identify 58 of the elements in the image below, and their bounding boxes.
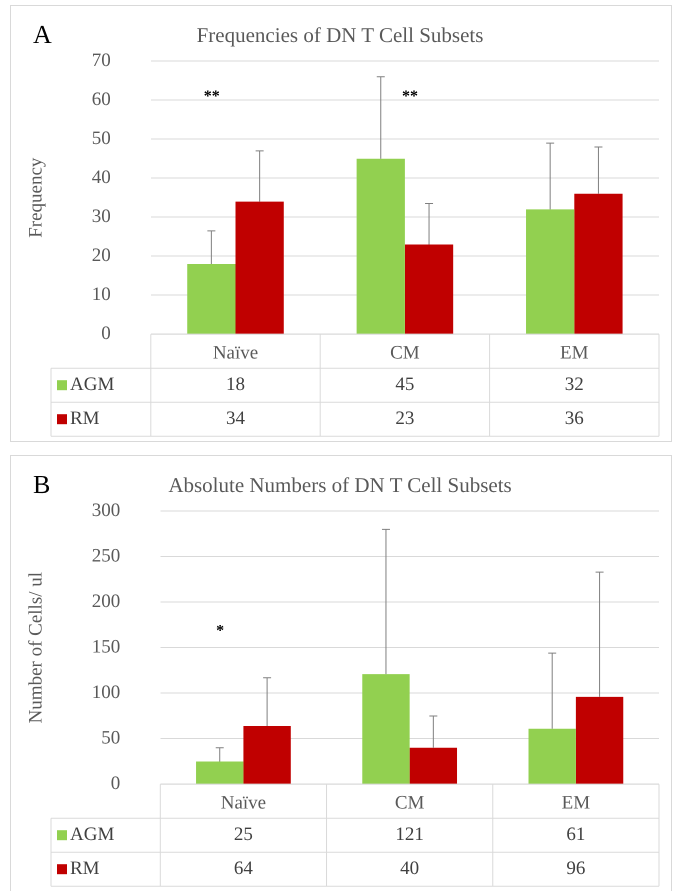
bar bbox=[404, 244, 454, 334]
data-label: 64 bbox=[234, 858, 254, 880]
annotation: ** bbox=[402, 88, 418, 105]
y-axis-title: Number of Cells/ ul bbox=[25, 572, 46, 724]
text: A bbox=[33, 20, 52, 49]
y-tick-label: 50 bbox=[101, 728, 120, 749]
chart-title: Frequencies of DN T Cell Subsets bbox=[196, 23, 484, 48]
data-label: 40 bbox=[400, 858, 420, 880]
x-tick-label: CM bbox=[390, 342, 420, 364]
y-tick-label: 10 bbox=[92, 284, 111, 306]
bar bbox=[576, 696, 624, 784]
bar bbox=[574, 194, 623, 334]
text: B bbox=[33, 470, 50, 499]
bar bbox=[526, 209, 574, 334]
bar bbox=[196, 761, 244, 784]
chart-title: Absolute Numbers of DN T Cell Subsets bbox=[168, 473, 512, 498]
y-tick-label: 70 bbox=[92, 50, 111, 72]
data-label: 34 bbox=[226, 408, 246, 430]
legend-label: AGM bbox=[70, 374, 114, 396]
data-label: 23 bbox=[395, 408, 414, 430]
y-tick-label: 100 bbox=[92, 682, 120, 704]
bar bbox=[236, 202, 284, 334]
data-label: 61 bbox=[566, 824, 586, 846]
bar bbox=[362, 674, 410, 784]
data-label: 18 bbox=[226, 374, 245, 396]
y-tick-label: 200 bbox=[92, 591, 120, 612]
data-label: 45 bbox=[395, 374, 414, 396]
y-tick-label: 30 bbox=[92, 206, 111, 228]
legend-label: RM bbox=[70, 858, 100, 880]
x-tick-label: Naïve bbox=[212, 342, 258, 364]
y-tick-label: 250 bbox=[92, 546, 120, 567]
x-tick-label: Naïve bbox=[220, 792, 266, 814]
x-tick-label: EM bbox=[562, 792, 590, 814]
data-label: 36 bbox=[564, 408, 584, 430]
y-tick-label: 40 bbox=[92, 167, 111, 188]
y-tick-label: 0 bbox=[110, 773, 120, 794]
annotation: * bbox=[216, 622, 224, 640]
y-tick-label: 300 bbox=[92, 500, 120, 522]
y-tick-label: 60 bbox=[92, 89, 111, 110]
x-tick-label: EM bbox=[560, 342, 589, 364]
data-label: 121 bbox=[395, 824, 424, 846]
bar bbox=[187, 264, 236, 334]
y-tick-label: 0 bbox=[101, 323, 111, 344]
data-label: 32 bbox=[564, 374, 584, 396]
bar bbox=[356, 158, 405, 334]
legend-label: RM bbox=[70, 408, 100, 430]
bar bbox=[528, 728, 576, 784]
bar bbox=[410, 748, 458, 784]
bar bbox=[243, 726, 291, 784]
data-label: 25 bbox=[234, 824, 253, 846]
legend-label: AGM bbox=[70, 824, 114, 846]
y-tick-label: 50 bbox=[92, 128, 111, 150]
x-tick-label: CM bbox=[394, 792, 425, 814]
y-tick-label: 20 bbox=[92, 245, 111, 266]
annotation: ** bbox=[204, 88, 220, 105]
y-tick-label: 150 bbox=[92, 636, 120, 658]
data-label: 96 bbox=[566, 858, 586, 880]
y-axis-title: Frequency bbox=[25, 157, 46, 238]
